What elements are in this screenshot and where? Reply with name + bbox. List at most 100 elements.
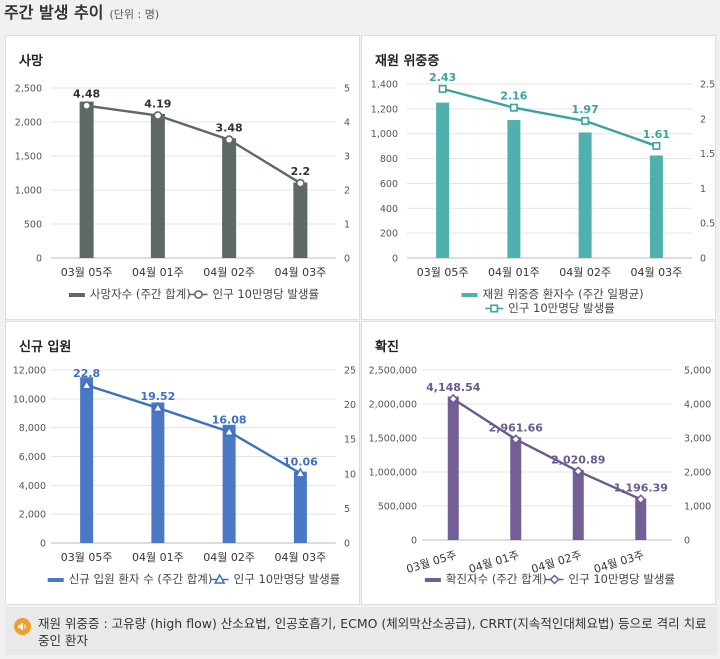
bar [447,396,459,540]
left-tick-label: 1,400 [371,80,398,91]
right-tick-label: 2.5 [700,80,715,91]
line-point [223,425,235,436]
legend-label-line: 인구 10만명당 발생률 [569,572,676,586]
footnote-text: 재원 위중증 : 고유량 (high flow) 산소요법, 인공호흡기, EC… [38,616,707,648]
data-label: 10.06 [283,455,318,468]
legend-label-bar: 확진자수 (주간 합계) [446,572,547,586]
line-point [153,111,163,120]
line-point [80,379,93,390]
category-label: 04월 01주 [488,266,540,279]
legend-swatch-bar [47,578,64,582]
legend: 재원 위중증 환자수 (주간 일평균)인구 10만명당 발생률 [461,287,644,315]
right-tick-label: 0 [344,539,350,550]
legend-label-bar: 재원 위중증 환자수 (주간 일평균) [483,287,644,301]
left-tick-label: 2,000 [19,510,46,521]
right-tick-label: 15 [344,435,356,446]
left-tick-label: 1,000,000 [369,468,417,479]
severe-chart: 0 200 400 600 800 1,000 1,200 1,400 0 0.5 1 1.5 2 2.5… [371,71,715,315]
line-point [509,103,518,112]
chart-title: 재원 위중증 [375,54,440,69]
chart-title: 확진 [375,340,399,355]
series-line [86,104,302,185]
bar [293,182,308,258]
admission-chart: 0 2,000 4,000 6,000 8,000 10,000 12,000 0 5 10 15 2… [13,366,356,587]
left-tick-label: 1,500 [15,152,42,163]
left-tick-label: 6,000 [19,452,46,463]
left-tick-label: 2,000 [15,118,42,129]
legend-label-line: 인구 10만명당 발생률 [508,301,615,315]
right-tick-label: 4,000 [684,400,711,411]
data-label: 4.48 [73,88,100,101]
left-tick-label: 2,500,000 [369,366,417,377]
category-label: 03월 05주 [417,266,469,279]
category-label: 04월 03주 [275,551,327,564]
data-label: 2.43 [429,71,456,84]
category-label: 04월 02주 [203,266,255,279]
line-point [635,494,646,505]
line-point [213,573,226,584]
data-label: 4.19 [144,98,171,111]
data-label: 2.16 [500,90,527,103]
line-point [573,466,584,477]
legend-swatch-bar [461,293,478,297]
data-label: 1.61 [643,128,670,141]
left-tick-label: 400 [380,204,398,215]
right-tick-label: 3 [344,152,350,163]
left-tick-label: 200 [380,229,398,240]
category-label: 03월 05주 [61,266,113,279]
legend: 사망자수 (주간 합계) 인구 10만명당 발생률 [68,287,319,301]
bar [510,437,522,540]
page-header: 주간 발생 추이 (단위 : 명) [4,0,159,30]
category-label: 03월 05주 [61,551,113,564]
left-tick-label: 600 [380,179,398,190]
left-tick-label: 0 [40,539,46,550]
left-tick-label: 500,000 [378,502,417,513]
bar [150,113,165,258]
chart-title: 신규 입원 [19,340,72,355]
legend-label-bar: 사망자수 (주간 합계) [90,287,191,301]
legend: 신규 입원 환자 수 (주간 합계) 인구 10만명당 발생률 [47,572,340,586]
left-tick-label: 12,000 [13,366,46,377]
death-chart: 0 500 1,000 1,500 2,000 2,500 0 1 2 3 4 5 03월 05주 04월… [15,84,350,302]
line-point [152,401,164,413]
right-tick-label: 1 [700,184,706,195]
severe-chart-panel: 재원 위중증 0 200 400 600 800 1,000 1,200 1,400 0 0.5 1… [361,35,716,320]
line-point [295,178,305,188]
footnote-box: 재원 위중증 : 고유량 (high flow) 산소요법, 인공호흡기, EC… [5,607,717,655]
line-point [448,393,459,405]
line-point [82,101,92,111]
page-title: 주간 발생 추이 [4,3,104,22]
right-tick-label: 2 [700,114,706,125]
category-label: 04월 01주 [132,266,184,279]
line-point [490,304,499,313]
data-label: 1,196.39 [614,481,668,494]
data-label: 16.08 [212,414,247,427]
data-label: 22.8 [73,367,100,380]
left-tick-label: 4,000 [19,481,46,492]
category-label: 04월 02주 [203,551,255,564]
left-tick-label: 1,000 [371,129,398,140]
category-label: 04월 03주 [631,266,683,279]
confirmed-chart: 0 500,000 1,000,000 1,500,000 2,000,000 2,500… [369,366,712,587]
bar [436,102,450,259]
data-label: 2,961.66 [489,421,544,434]
right-tick-label: 0 [344,254,350,265]
right-tick-label: 1,000 [684,502,711,513]
category-label: 04월 02주 [559,266,611,279]
right-tick-label: 5 [344,504,350,515]
data-label: 19.52 [140,390,175,403]
legend-swatch-bar [68,293,85,297]
admission-chart-panel: 신규 입원 0 2,000 4,000 6,000 8,000 10,000 12,000 0… [5,321,360,605]
line-point [438,84,447,93]
bar [635,498,647,540]
bar [222,138,237,258]
bar [222,424,236,543]
category-label: 04월 01주 [132,551,184,564]
series-line [452,397,642,501]
line-point [224,135,234,145]
right-tick-label: 0 [684,536,690,547]
left-tick-label: 0 [392,254,398,265]
series-line [86,384,301,475]
legend-swatch-bar [424,578,441,582]
unit-label: (단위 : 명) [109,8,160,21]
